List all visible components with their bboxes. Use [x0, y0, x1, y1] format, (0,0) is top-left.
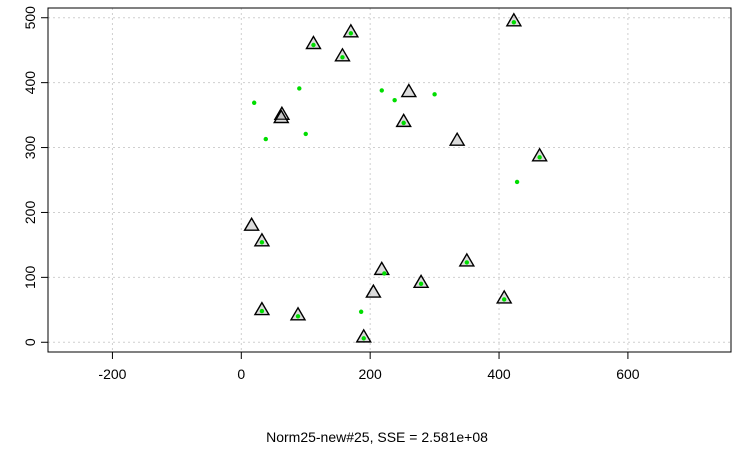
- x-axis: -200 0 200 400 600: [98, 352, 640, 382]
- triangle-point: [289, 306, 307, 321]
- y-tick-label: 100: [22, 265, 38, 289]
- triangle-point: [355, 328, 372, 343]
- x-tick-label: 400: [487, 366, 511, 382]
- y-tick-label: 200: [22, 201, 38, 225]
- center-point: [311, 42, 316, 48]
- data-points: [243, 12, 548, 343]
- center-point: [340, 55, 345, 60]
- y-tick-label: 500: [22, 6, 38, 30]
- x-tick-label: 0: [237, 366, 245, 382]
- triangle-point: [448, 131, 466, 146]
- center-point: [401, 120, 406, 126]
- grid-lines: [48, 8, 731, 352]
- center-point: [511, 20, 517, 25]
- triangle-point: [495, 289, 513, 304]
- triangle-point: [243, 216, 260, 231]
- center-point: [418, 281, 424, 287]
- center-point: [297, 86, 302, 91]
- x-tick-label: 600: [616, 366, 640, 382]
- center-point: [501, 297, 507, 302]
- center-point: [464, 260, 470, 265]
- triangle-point: [395, 112, 412, 128]
- triangle-point: [305, 35, 322, 50]
- triangle-point: [253, 301, 271, 316]
- triangle-point: [531, 147, 548, 162]
- triangle-point: [400, 83, 418, 98]
- center-point: [361, 336, 366, 341]
- x-tick-label: 200: [358, 366, 382, 382]
- center-point: [382, 271, 387, 276]
- center-point: [348, 31, 354, 36]
- triangle-point: [365, 283, 382, 298]
- center-points: [251, 20, 542, 341]
- triangle-point: [253, 232, 271, 247]
- y-axis: 0 100 200 300 400 500: [22, 6, 48, 346]
- center-point: [251, 100, 257, 105]
- center-point: [295, 314, 301, 319]
- center-point: [392, 97, 397, 103]
- center-point: [379, 88, 384, 93]
- center-point: [303, 131, 308, 137]
- center-point: [432, 92, 437, 97]
- triangle-point: [334, 47, 351, 62]
- x-axis-label: Norm25-new#25, SSE = 2.581e+08: [266, 429, 488, 445]
- triangle-point: [273, 109, 290, 124]
- triangle-point: [412, 273, 430, 289]
- center-point: [259, 240, 265, 245]
- triangle-point: [505, 12, 523, 27]
- y-tick-label: 0: [22, 338, 38, 346]
- plot-frame: [47, 7, 732, 353]
- triangle-point: [458, 252, 476, 267]
- center-point: [537, 155, 542, 160]
- center-point: [514, 179, 520, 185]
- y-tick-label: 300: [22, 136, 38, 160]
- y-tick-label: 400: [22, 71, 38, 95]
- center-point: [358, 309, 364, 314]
- x-tick-label: -200: [98, 366, 126, 382]
- triangle-point: [342, 23, 360, 38]
- center-point: [259, 308, 265, 314]
- center-point: [263, 136, 268, 142]
- triangle-point: [373, 260, 390, 276]
